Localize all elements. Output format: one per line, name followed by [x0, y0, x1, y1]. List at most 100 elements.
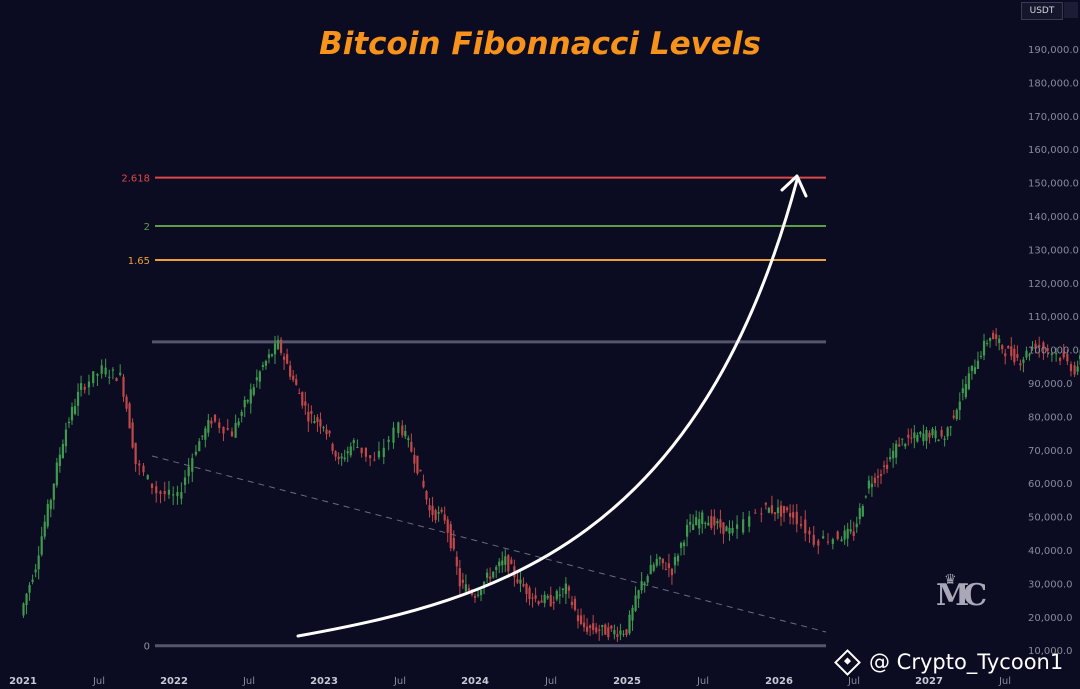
candle-body: [461, 579, 464, 583]
candle-body: [528, 587, 531, 599]
candle-body: [55, 462, 58, 486]
candle-body: [982, 340, 986, 356]
candle-body: [346, 451, 349, 454]
candle-body: [404, 431, 407, 437]
candle-body: [858, 507, 861, 520]
candle-body: [187, 466, 190, 477]
candle-body: [213, 414, 217, 422]
candle-body: [226, 428, 229, 430]
candle-body: [519, 579, 522, 584]
candle-body: [713, 516, 716, 526]
candle-body: [273, 343, 277, 355]
candle-body: [864, 496, 867, 498]
candle-body: [631, 607, 634, 621]
candle-body: [316, 417, 319, 423]
candle-body: [976, 360, 980, 369]
candle-body: [1022, 359, 1025, 363]
candle-body: [325, 429, 328, 435]
candle-body: [861, 506, 864, 517]
candle-body: [637, 590, 640, 599]
candle-body: [564, 583, 567, 594]
candle-body: [943, 438, 946, 440]
candle-body: [1001, 345, 1004, 350]
y-tick-label: 90,000.0: [1028, 379, 1073, 390]
candle-body: [1007, 346, 1010, 349]
candle-body: [58, 454, 61, 467]
candle-body: [492, 571, 495, 578]
candle-body: [826, 541, 830, 543]
candle-body: [831, 539, 834, 544]
candle-body: [870, 483, 874, 488]
candle-body: [470, 591, 474, 595]
candle-body: [946, 427, 949, 437]
candle-body: [115, 378, 118, 382]
candle-body: [849, 529, 852, 532]
x-tick-label: Jul: [847, 676, 860, 687]
y-tick-label: 70,000.0: [1028, 446, 1073, 457]
candle-body: [888, 457, 892, 460]
candle-body: [546, 596, 549, 599]
candle-body: [210, 420, 213, 424]
candle-body: [1019, 363, 1022, 366]
candle-body: [425, 491, 428, 500]
candle-body: [799, 523, 803, 526]
candle-body: [792, 512, 795, 518]
candle-body: [716, 521, 719, 524]
candle-body: [377, 450, 381, 458]
candle-body: [610, 625, 613, 629]
candle-body: [507, 555, 510, 572]
candle-body: [486, 572, 489, 578]
candle-body: [201, 435, 204, 437]
candle-body: [349, 446, 352, 456]
fib-label-1: 2: [144, 222, 150, 233]
candle-body: [34, 569, 37, 573]
x-tick-label: Jul: [544, 676, 557, 687]
y-tick-label: 30,000.0: [1028, 579, 1073, 590]
candle-body: [334, 451, 337, 457]
candle-body: [812, 534, 815, 545]
candle-body: [407, 438, 410, 440]
y-tick-label: 110,000.0: [1028, 312, 1079, 323]
candle-body: [925, 429, 928, 441]
x-tick-label: Jul: [92, 676, 105, 687]
candle-body: [952, 415, 955, 418]
candle-body: [676, 555, 680, 562]
candle-body: [692, 524, 695, 530]
candle-body: [661, 558, 664, 564]
candle-body: [892, 450, 895, 459]
candle-body: [92, 371, 95, 384]
x-tick-label: 2024: [461, 676, 489, 687]
candle-body: [664, 568, 667, 570]
candle-body: [579, 615, 583, 625]
candle-body: [310, 411, 313, 414]
candle-body: [646, 576, 649, 583]
candle-body: [428, 505, 431, 511]
candle-body: [613, 630, 616, 635]
candle-body: [46, 503, 49, 527]
currency-menu-icon[interactable]: [1064, 2, 1078, 18]
candle-body: [604, 624, 607, 635]
candle-body: [434, 509, 437, 520]
candle-body: [431, 505, 434, 515]
candle-body: [40, 536, 43, 555]
currency-button[interactable]: USDT: [1021, 2, 1063, 20]
candle-body: [501, 560, 504, 566]
candle-body: [782, 505, 786, 513]
candle-body: [570, 601, 574, 606]
candle-body: [913, 432, 916, 439]
candle-body: [264, 360, 268, 366]
candle-body: [307, 411, 310, 422]
candle-body: [673, 556, 677, 566]
candle-body: [882, 465, 886, 467]
candle-body: [895, 443, 898, 458]
y-tick-label: 170,000.0: [1028, 112, 1079, 123]
candle-body: [28, 584, 31, 593]
candle-body: [543, 594, 546, 604]
candle-body: [537, 601, 540, 605]
candle-body: [879, 474, 883, 477]
candle-body: [258, 371, 261, 382]
candle-body: [108, 376, 111, 378]
candle-body: [22, 603, 25, 616]
mc-logo: MC: [936, 578, 987, 613]
x-tick-label: 2023: [310, 676, 338, 687]
